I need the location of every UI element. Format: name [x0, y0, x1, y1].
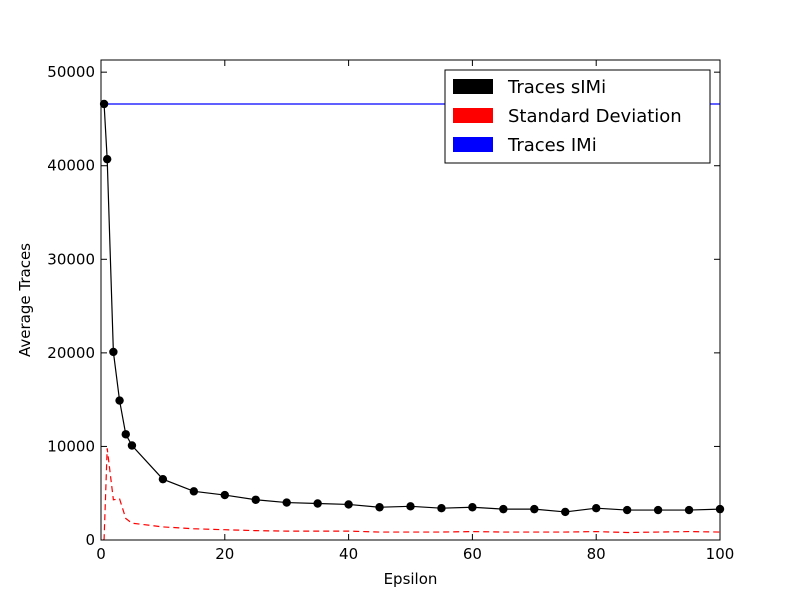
data-point-traces-simi [437, 503, 446, 513]
legend-swatch-traces-simi [453, 79, 493, 94]
x-tick-label: 60 [463, 545, 482, 563]
legend: Traces sIMi Standard Deviation Traces IM… [444, 69, 711, 164]
data-point-traces-simi [530, 504, 539, 514]
data-point-traces-simi [375, 503, 384, 512]
data-point-traces-simi [282, 498, 291, 507]
x-tick-label: 20 [215, 545, 234, 563]
data-point-traces-simi [158, 474, 168, 484]
x-axis-label: Epsilon [384, 570, 438, 588]
data-point-traces-simi [121, 430, 130, 439]
data-point-traces-simi [499, 504, 508, 514]
data-point-traces-simi [653, 505, 663, 515]
data-point-traces-simi [592, 503, 601, 513]
plot-frame [100, 59, 721, 541]
data-point-traces-simi [251, 495, 260, 504]
x-tick-label: 100 [706, 545, 735, 563]
y-axis-label: Average Traces [16, 243, 34, 357]
data-point-traces-simi [468, 503, 477, 512]
data-point-traces-simi [99, 99, 109, 109]
data-point-traces-simi [344, 500, 353, 509]
axis-labels: Epsilon Average Traces [16, 243, 437, 588]
data-point-traces-simi [220, 490, 229, 500]
plot-area [99, 59, 725, 541]
legend-label-traces-simi: Traces sIMi [507, 77, 606, 98]
legend-label-traces-imi: Traces IMi [507, 135, 597, 156]
legend-label-standard-deviation: Standard Deviation [508, 106, 682, 127]
data-point-traces-simi [102, 154, 112, 164]
data-point-traces-simi [189, 487, 199, 496]
data-point-traces-simi [622, 505, 632, 515]
y-tick-label: 20000 [47, 344, 95, 362]
data-point-traces-simi [406, 502, 415, 511]
legend-swatch-standard-deviation [453, 108, 493, 123]
data-point-traces-simi [109, 347, 118, 357]
series-line-standard-deviation [102, 448, 721, 541]
y-tick-label: 10000 [47, 437, 95, 455]
y-tick-label: 0 [85, 531, 95, 549]
x-tick-label: 80 [587, 545, 606, 563]
data-point-traces-simi [115, 396, 124, 405]
x-tick-label: 0 [96, 545, 106, 563]
data-point-traces-simi [684, 505, 694, 515]
axis-ticks: 0 20 40 60 80 100 0 10000 20000 30000 40000 50000 [47, 60, 734, 563]
x-tick-label: 40 [339, 545, 358, 563]
data-point-traces-simi [127, 441, 137, 450]
y-tick-label: 40000 [47, 157, 95, 175]
legend-swatch-traces-imi [453, 137, 493, 152]
y-tick-label: 50000 [47, 63, 95, 81]
data-point-traces-simi [313, 499, 322, 508]
y-tick-label: 30000 [47, 250, 95, 268]
data-point-traces-simi [561, 507, 570, 517]
